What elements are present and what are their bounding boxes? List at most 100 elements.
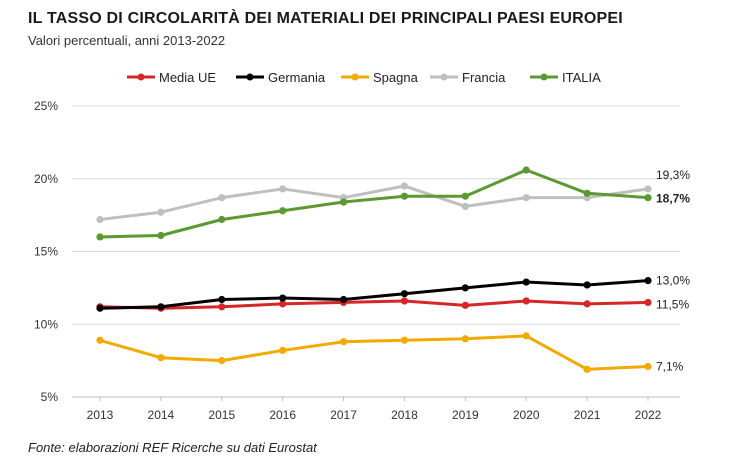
data-point bbox=[583, 365, 591, 373]
y-tick-label: 20% bbox=[34, 172, 58, 186]
data-point bbox=[96, 304, 104, 312]
data-point bbox=[400, 297, 409, 305]
end-value-label: 13,0% bbox=[656, 274, 690, 288]
legend-label: Francia bbox=[462, 70, 506, 85]
y-tick-label: 10% bbox=[34, 317, 58, 331]
data-point bbox=[522, 278, 530, 286]
end-value-label: 19,3% bbox=[656, 168, 690, 182]
legend-item: Spagna bbox=[341, 70, 419, 85]
data-point bbox=[644, 362, 652, 371]
x-tick-label: 2015 bbox=[208, 408, 235, 422]
x-axis: 2013 2014 2015 2016 2017 2018 2019 2020 2021 2022 bbox=[87, 397, 662, 422]
series-line bbox=[99, 279, 649, 310]
data-point bbox=[522, 332, 530, 340]
series-line bbox=[99, 334, 649, 371]
data-point bbox=[644, 298, 652, 307]
y-tick-label: 15% bbox=[34, 245, 58, 259]
y-axis: 5% 10% 15% 20% 25% bbox=[34, 99, 58, 404]
data-point bbox=[96, 336, 104, 344]
legend-swatch-marker bbox=[246, 73, 254, 81]
legend-label: Spagna bbox=[373, 70, 419, 85]
data-point bbox=[400, 182, 409, 190]
series-line bbox=[99, 168, 649, 239]
x-tick-label: 2013 bbox=[87, 408, 114, 422]
data-point bbox=[157, 231, 165, 240]
series-line bbox=[99, 299, 649, 310]
data-point bbox=[157, 354, 165, 362]
x-tick-label: 2017 bbox=[330, 408, 357, 422]
data-point bbox=[339, 198, 348, 206]
data-point bbox=[400, 290, 409, 298]
data-point bbox=[218, 295, 226, 304]
data-point bbox=[157, 303, 165, 311]
grid bbox=[72, 105, 680, 398]
x-tick-label: 2022 bbox=[635, 408, 662, 422]
data-point bbox=[461, 284, 469, 292]
x-tick-label: 2016 bbox=[269, 408, 296, 422]
data-point bbox=[218, 303, 226, 311]
data-point bbox=[522, 297, 530, 305]
data-point bbox=[522, 166, 530, 174]
legend-item: Media UE bbox=[127, 70, 216, 85]
data-point bbox=[461, 192, 469, 200]
chart-title: IL TASSO DI CIRCOLARITÀ DEI MATERIALI DE… bbox=[28, 10, 623, 27]
source-note: Fonte: elaborazioni REF Ricerche su dati… bbox=[28, 440, 317, 455]
legend-swatch-marker bbox=[440, 73, 448, 81]
data-point bbox=[279, 207, 287, 215]
data-point bbox=[279, 346, 287, 355]
data-point bbox=[522, 194, 530, 202]
data-point bbox=[644, 185, 652, 193]
legend-swatch-marker bbox=[137, 73, 145, 81]
chart-subtitle: Valori percentuali, anni 2013-2022 bbox=[28, 33, 226, 48]
series-italia bbox=[96, 166, 652, 241]
data-point bbox=[461, 202, 469, 210]
data-point bbox=[96, 233, 104, 241]
data-point bbox=[339, 295, 348, 304]
legend-label: ITALIA bbox=[562, 70, 601, 85]
data-point bbox=[279, 294, 287, 302]
end-value-label: 11,5% bbox=[656, 297, 689, 311]
legend-item: Francia bbox=[430, 70, 506, 85]
data-point bbox=[157, 208, 165, 216]
data-point bbox=[583, 189, 591, 197]
x-tick-label: 2020 bbox=[513, 408, 540, 422]
legend-item: ITALIA bbox=[530, 70, 601, 85]
x-tick-label: 2018 bbox=[391, 408, 418, 422]
legend-label: Germania bbox=[268, 70, 326, 85]
data-point bbox=[644, 194, 652, 202]
y-tick-label: 25% bbox=[34, 99, 58, 113]
series-group bbox=[96, 166, 652, 373]
legend-swatch-marker bbox=[351, 73, 359, 81]
data-point bbox=[583, 281, 591, 289]
data-point bbox=[218, 357, 226, 365]
series-line bbox=[99, 184, 649, 221]
series-germania bbox=[96, 277, 652, 312]
data-point bbox=[279, 300, 287, 308]
x-tick-label: 2014 bbox=[148, 408, 175, 422]
data-point bbox=[218, 215, 226, 224]
data-point bbox=[461, 335, 469, 343]
y-tick-label: 5% bbox=[41, 390, 59, 404]
data-point bbox=[644, 277, 652, 285]
data-point bbox=[218, 194, 226, 202]
data-point bbox=[96, 215, 104, 224]
legend: Media UE Germania Spagna Francia ITALIA bbox=[127, 70, 601, 85]
end-value-label: 18,7% bbox=[656, 192, 690, 206]
end-labels: 11,5% 13,0% 7,1% 19,3% 18,7% bbox=[656, 168, 690, 374]
legend-swatch-marker bbox=[540, 73, 548, 81]
series-spagna bbox=[96, 332, 652, 373]
data-point bbox=[583, 300, 591, 308]
legend-item: Germania bbox=[236, 70, 326, 85]
x-tick-label: 2019 bbox=[452, 408, 479, 422]
x-tick-label: 2021 bbox=[574, 408, 601, 422]
legend-label: Media UE bbox=[159, 70, 216, 85]
end-value-label: 7,1% bbox=[656, 359, 684, 373]
series-francia bbox=[96, 182, 652, 224]
data-point bbox=[400, 192, 409, 200]
data-point bbox=[279, 185, 287, 193]
data-point bbox=[461, 301, 469, 309]
data-point bbox=[339, 338, 348, 346]
data-point bbox=[400, 336, 409, 344]
